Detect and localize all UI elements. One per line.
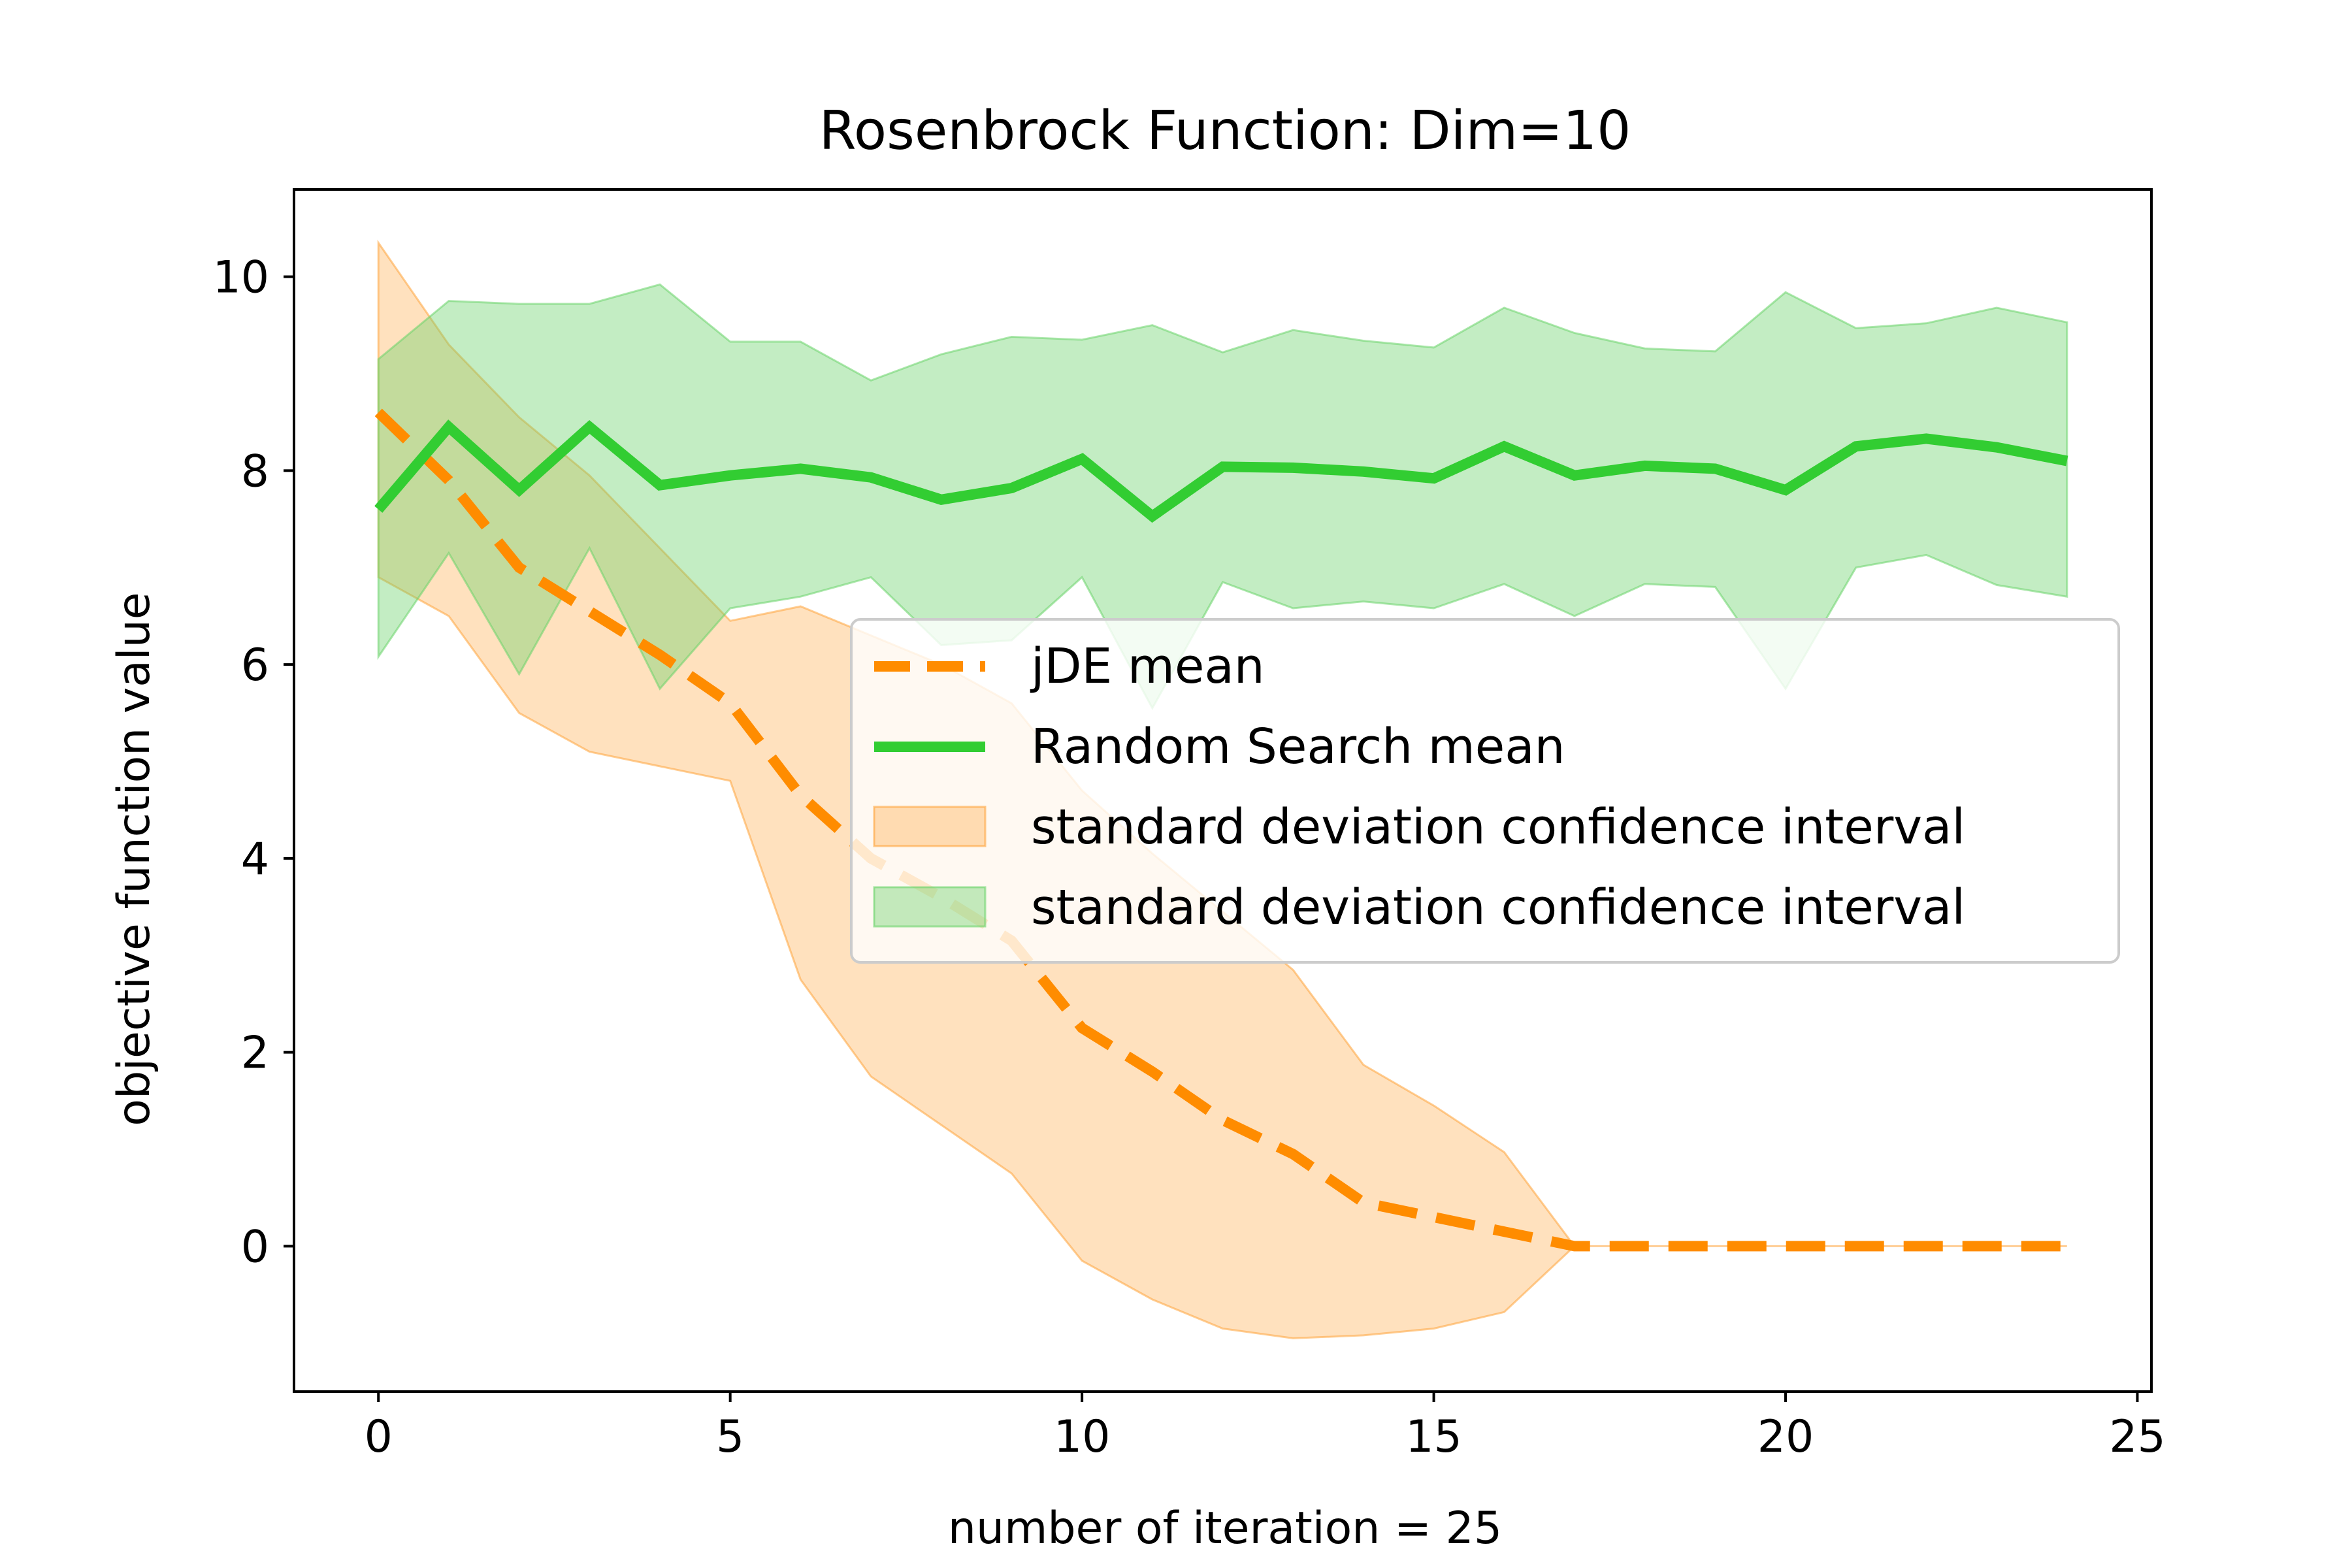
x-tick-label: 10 [1054,1411,1111,1463]
legend-frame [850,618,2120,964]
x-tick-label: 0 [365,1411,393,1463]
y-axis-ticks: 0 2 4 6 8 10 [212,252,294,1273]
x-tick-label: 15 [1405,1411,1462,1463]
x-axis-ticks: 0 5 10 15 20 25 [365,1392,2166,1463]
y-tick-label: 2 [241,1028,269,1079]
y-tick-label: 10 [212,252,269,304]
legend-label-random-std-band: standard deviation confidence interval [1031,879,1965,936]
y-axis-label: objective function value [108,592,160,1126]
x-tick-label: 20 [1757,1411,1814,1463]
legend-swatch-jde-std-band [873,806,987,847]
legend-swatch-random-std-band [873,886,987,928]
series-lines [374,408,2068,1252]
y-tick-label: 0 [241,1221,269,1273]
series-line-jde-mean [374,408,2067,1252]
x-tick-label: 25 [2109,1411,2166,1463]
legend-label-jde-std-band: standard deviation confidence interval [1031,799,1965,855]
x-tick-label: 5 [716,1411,744,1463]
y-tick-label: 6 [241,640,269,691]
legend-label-random-search-mean: Random Search mean [1031,719,1565,775]
legend: jDE mean Random Search mean standard dev… [850,618,2120,964]
series-line-random-search-mean [374,419,2068,523]
confidence-band-random-search [377,283,2068,711]
x-axis-label: number of iteration = 25 [948,1503,1502,1554]
y-tick-label: 8 [241,446,269,497]
axes-frame [293,188,2153,1393]
legend-label-jde-mean: jDE mean [1030,638,1265,694]
y-tick-label: 4 [241,834,269,885]
chart-title: Rosenbrock Function: Dim=10 [819,100,1631,162]
